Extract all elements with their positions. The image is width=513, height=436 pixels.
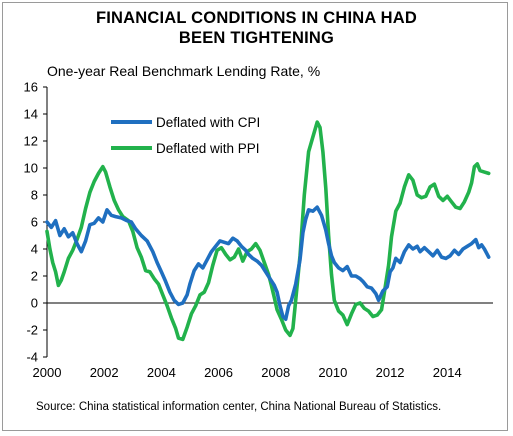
x-tick-label: 2000 [33,365,62,380]
y-tick-label: 4 [31,242,38,257]
chart-title-line-2: BEEN TIGHTENING [178,29,335,47]
chart-subtitle: One-year Real Benchmark Lending Rate, % [47,63,321,79]
legend-label-cpi: Deflated with CPI [156,115,260,130]
series-line-ppi [45,120,491,342]
legend-label-ppi: Deflated with PPI [156,141,260,156]
y-tick-label: 6 [31,215,38,230]
y-tick-label: 16 [24,80,38,95]
legend: Deflated with CPI Deflated with PPI [111,115,260,156]
y-tick-label: -4 [26,350,38,365]
axes: -4 -2 0 2 4 6 8 10 12 14 16 2000 2002 2004 2006 2008 201… [24,80,493,380]
y-tick-label: 14 [24,107,38,122]
series-line-cpi [45,205,491,321]
y-tick-label: 0 [31,296,38,311]
chart-frame [2,2,508,431]
y-tick-label: 12 [24,134,38,149]
y-tick-label: 8 [31,188,38,203]
x-tick-label: 2008 [261,365,290,380]
x-tick-label: 2014 [433,365,462,380]
chart-title: FINANCIAL CONDITIONS IN CHINA HAD BEEN T… [0,8,513,48]
y-tick-label: 10 [24,161,38,176]
y-tick-label: -2 [26,323,38,338]
x-tick-label: 2012 [376,365,405,380]
x-tick-label: 2004 [147,365,176,380]
source-note: Source: China statistical information ce… [36,401,442,413]
x-tick-label: 2006 [204,365,233,380]
y-tick-label: 2 [31,269,38,284]
chart-title-line-1: FINANCIAL CONDITIONS IN CHINA HAD [95,9,417,27]
x-tick-label: 2010 [318,365,347,380]
x-tick-label: 2002 [90,365,119,380]
series-lines [45,120,491,342]
